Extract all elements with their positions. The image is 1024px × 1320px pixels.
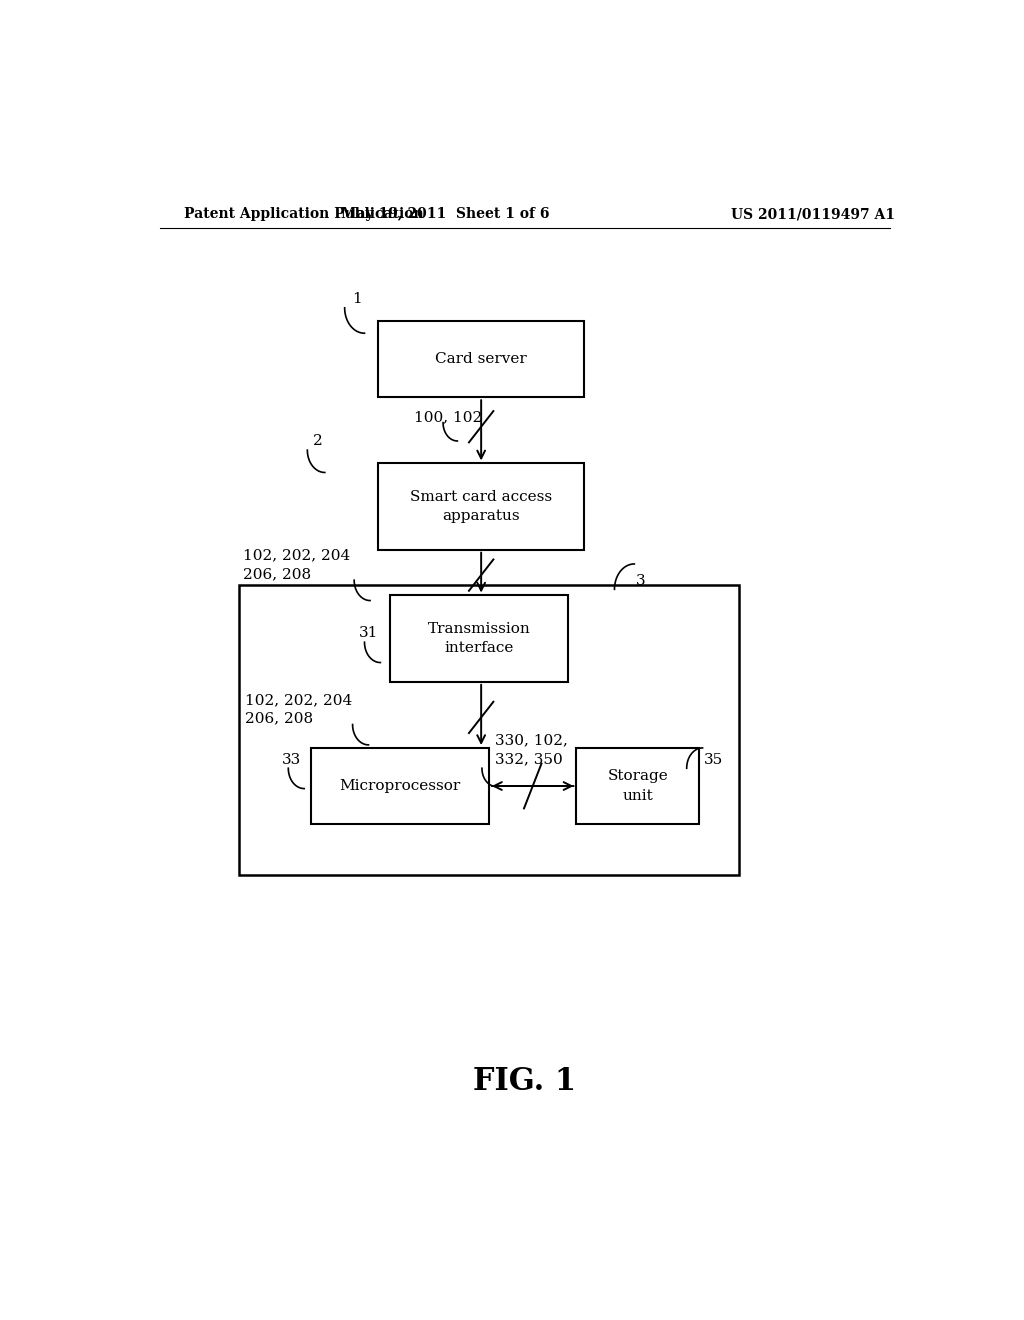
- Text: Smart card access
apparatus: Smart card access apparatus: [410, 490, 552, 523]
- Text: 102, 202, 204
206, 208: 102, 202, 204 206, 208: [246, 693, 352, 726]
- Text: Patent Application Publication: Patent Application Publication: [183, 207, 423, 222]
- Bar: [378, 463, 585, 549]
- Bar: [577, 748, 699, 824]
- Text: FIG. 1: FIG. 1: [473, 1065, 577, 1097]
- Text: 35: 35: [705, 754, 723, 767]
- Text: 330, 102,
332, 350: 330, 102, 332, 350: [495, 734, 567, 766]
- Text: 33: 33: [282, 754, 301, 767]
- Text: 102, 202, 204
206, 208: 102, 202, 204 206, 208: [243, 549, 350, 581]
- Text: Transmission
interface: Transmission interface: [428, 622, 530, 656]
- Text: 3: 3: [636, 574, 645, 589]
- Text: 31: 31: [358, 626, 378, 640]
- Text: 2: 2: [312, 434, 323, 447]
- Bar: [390, 595, 568, 682]
- Text: US 2011/0119497 A1: US 2011/0119497 A1: [731, 207, 895, 222]
- Bar: [240, 585, 739, 875]
- Bar: [378, 321, 585, 397]
- Text: 100, 102: 100, 102: [414, 411, 482, 425]
- Bar: [310, 748, 489, 824]
- Text: 1: 1: [352, 292, 362, 306]
- Text: Microprocessor: Microprocessor: [339, 779, 461, 793]
- Text: Card server: Card server: [435, 352, 527, 366]
- Text: Storage
unit: Storage unit: [607, 770, 669, 803]
- Text: May 19, 2011  Sheet 1 of 6: May 19, 2011 Sheet 1 of 6: [341, 207, 550, 222]
